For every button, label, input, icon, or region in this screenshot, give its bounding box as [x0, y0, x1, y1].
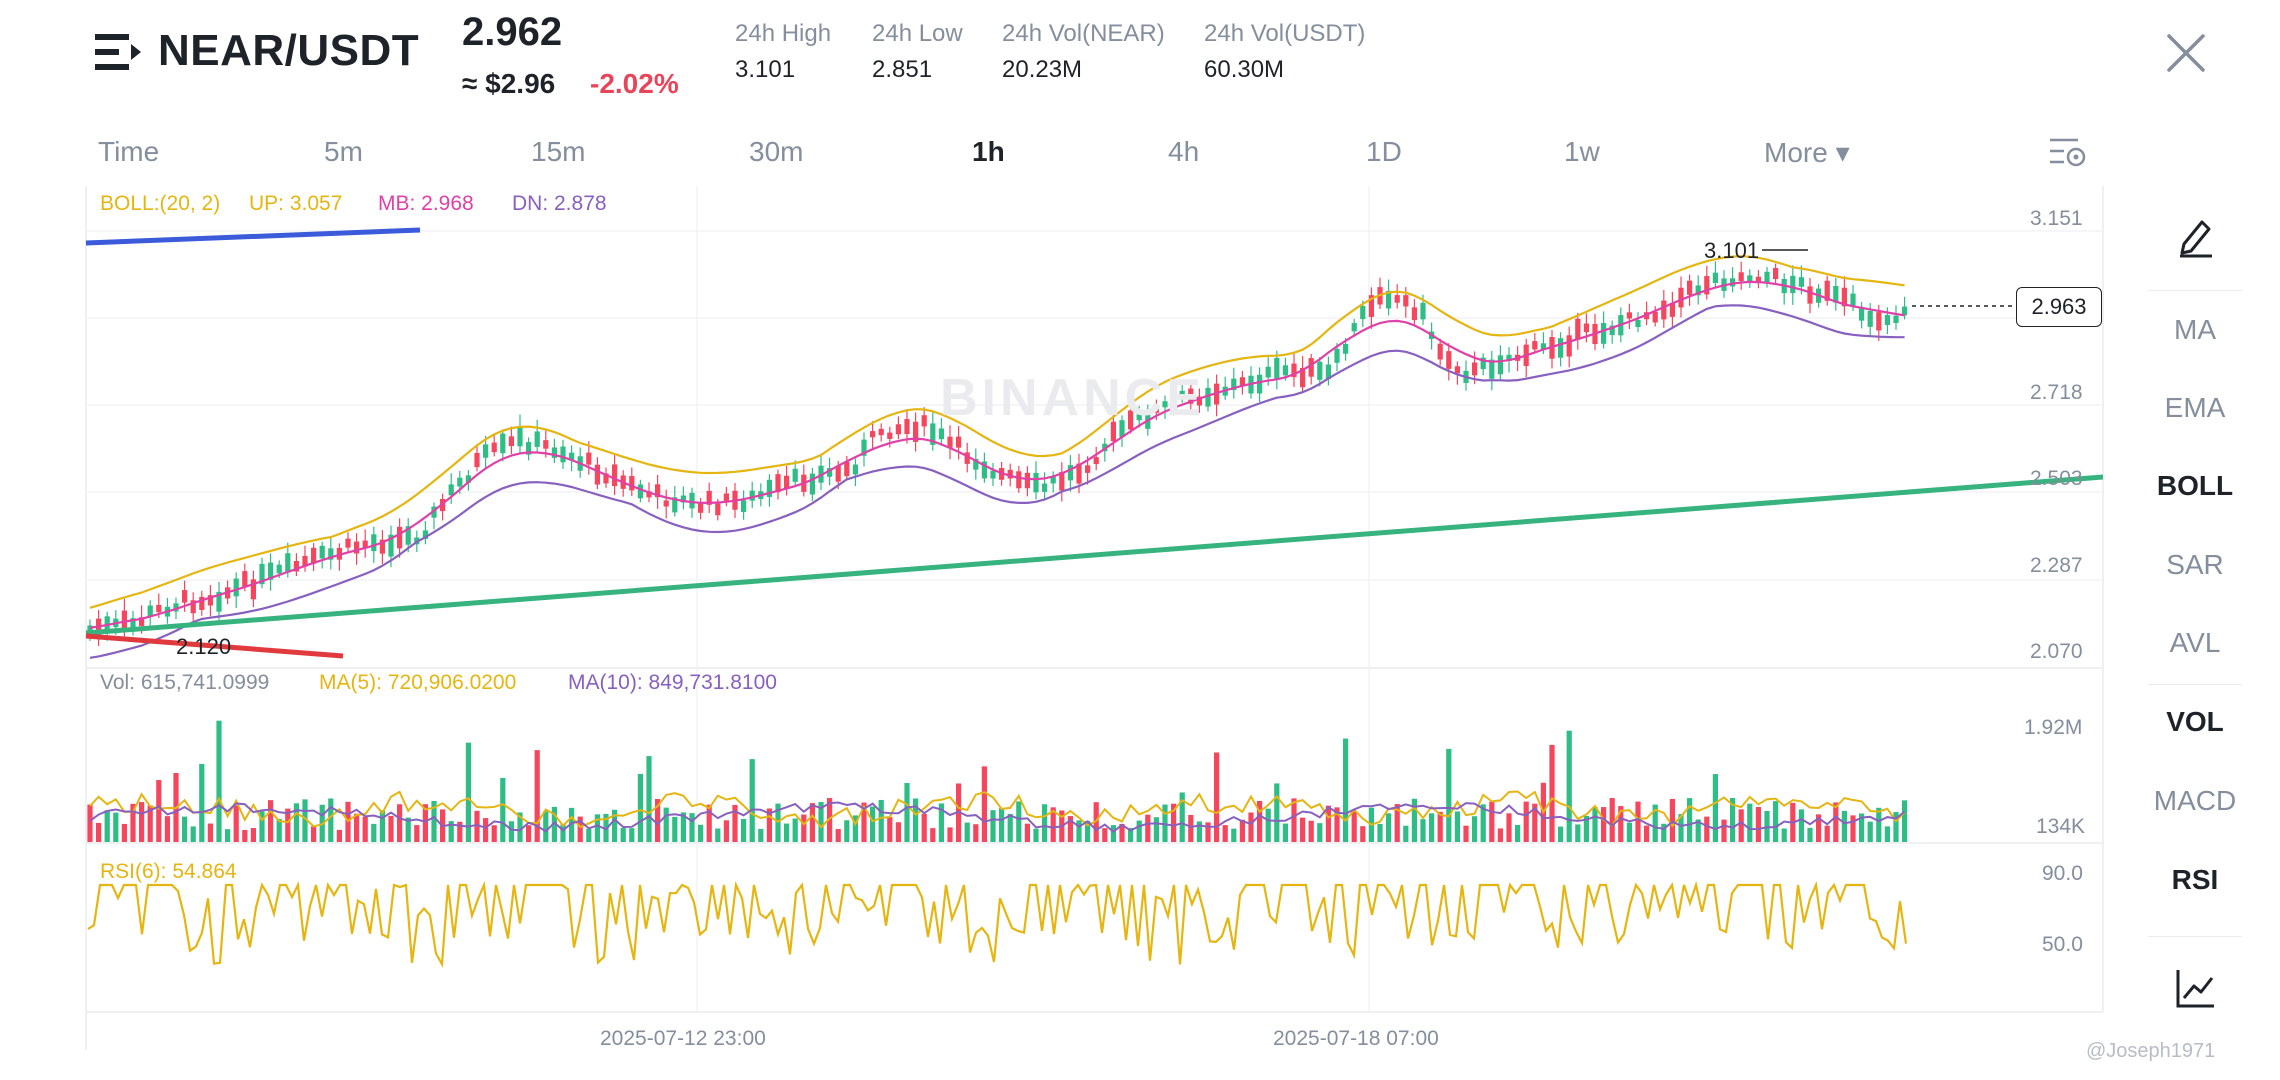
vol-ma5-legend: MA(5): 720,906.0200	[319, 671, 517, 694]
volume-ma-lines	[89, 790, 1906, 833]
indicator-sar[interactable]: SAR	[2166, 549, 2224, 580]
sidebar-divider	[2148, 936, 2242, 937]
boll-bands	[89, 255, 1905, 659]
low-marker: 2.120	[176, 634, 232, 659]
price-axis-label: 2.287	[2030, 554, 2083, 577]
tab-30m[interactable]: 30m	[749, 136, 804, 167]
stat-label-vol-usdt: 24h Vol(USDT)	[1204, 20, 1366, 47]
boll-legend-label: BOLL:(20, 2)	[100, 192, 221, 215]
close-icon[interactable]	[2165, 32, 2207, 74]
price-axis-label: 2.503	[2030, 467, 2083, 490]
chart-grid	[85, 186, 2104, 1050]
indicator-boll[interactable]: BOLL	[2156, 470, 2234, 501]
time-axis-label: 2025-07-12 23:00	[600, 1027, 766, 1050]
boll-legend-up: UP: 3.057	[249, 192, 343, 215]
price-axis-label: 2.070	[2030, 640, 2083, 663]
stat-value-low: 2.851	[872, 56, 933, 83]
rsi-line	[87, 880, 1908, 968]
tab-1d[interactable]: 1D	[1366, 136, 1402, 167]
credit-text: @Joseph1971	[2086, 1040, 2216, 1062]
tab-1w[interactable]: 1w	[1564, 136, 1600, 167]
price-axis-label: 2.718	[2030, 381, 2083, 404]
boll-legend-dn: DN: 2.878	[512, 192, 607, 215]
last-price: 2.962	[462, 10, 563, 54]
tab-more[interactable]: More ▾	[1764, 137, 1850, 168]
stat-label-vol-near: 24h Vol(NEAR)	[1002, 20, 1165, 47]
rsi-axis-label: 90.0	[2042, 862, 2083, 885]
sidebar-divider	[2148, 290, 2242, 291]
trendlines	[85, 227, 2104, 659]
volume-bars	[87, 720, 1908, 842]
vol-legend: Vol: 615,741.0999	[100, 671, 270, 694]
indicator-ema[interactable]: EMA	[2164, 392, 2226, 423]
tab-5m[interactable]: 5m	[324, 136, 363, 167]
chart-settings-icon[interactable]	[2048, 134, 2088, 170]
stat-value-vol-near: 20.23M	[1002, 56, 1083, 83]
rsi-legend: RSI(6): 54.864	[100, 860, 237, 883]
tab-1h[interactable]: 1h	[972, 136, 1005, 167]
stat-value-vol-usdt: 60.30M	[1204, 56, 1285, 83]
vol-axis-label: 134K	[2036, 815, 2086, 838]
vol-axis-label: 1.92M	[2024, 716, 2083, 739]
indicator-ma[interactable]: MA	[2174, 314, 2216, 345]
indicator-macd[interactable]: MACD	[2153, 785, 2237, 816]
rsi-axis-label: 50.0	[2042, 933, 2083, 956]
stat-label-low: 24h Low	[872, 20, 963, 47]
current-price-label: 2.963	[2016, 287, 2102, 327]
draw-pencil-icon[interactable]	[2176, 214, 2216, 258]
chart-line-icon[interactable]	[2174, 966, 2218, 1010]
stat-value-high: 3.101	[735, 56, 796, 83]
stat-label-high: 24h High	[735, 20, 832, 47]
header: NEAR/USDT 2.962 ≈ $2.96 -2.02% 24h High …	[0, 0, 2280, 120]
price-axis-label: 3.151	[2030, 207, 2083, 230]
tab-15m[interactable]: 15m	[531, 136, 586, 167]
high-marker: 3.101	[1704, 238, 1760, 263]
boll-legend-mb: MB: 2.968	[378, 192, 474, 215]
time-axis-label: 2025-07-18 07:00	[1273, 1027, 1439, 1050]
binance-watermark: BINANCE	[940, 369, 1205, 427]
pair-title[interactable]: NEAR/USDT	[158, 26, 420, 75]
vol-ma10-legend: MA(10): 849,731.8100	[568, 671, 777, 694]
tab-time[interactable]: Time	[98, 136, 160, 167]
tab-4h[interactable]: 4h	[1168, 136, 1200, 167]
indicator-vol[interactable]: VOL	[2166, 706, 2224, 737]
price-change: -2.02%	[590, 68, 679, 99]
indicator-avl[interactable]: AVL	[2169, 627, 2221, 658]
menu-icon[interactable]	[95, 32, 141, 72]
indicator-rsi[interactable]: RSI	[2171, 864, 2219, 895]
usd-price: ≈ $2.96	[462, 68, 556, 99]
sidebar-divider	[2148, 684, 2242, 685]
